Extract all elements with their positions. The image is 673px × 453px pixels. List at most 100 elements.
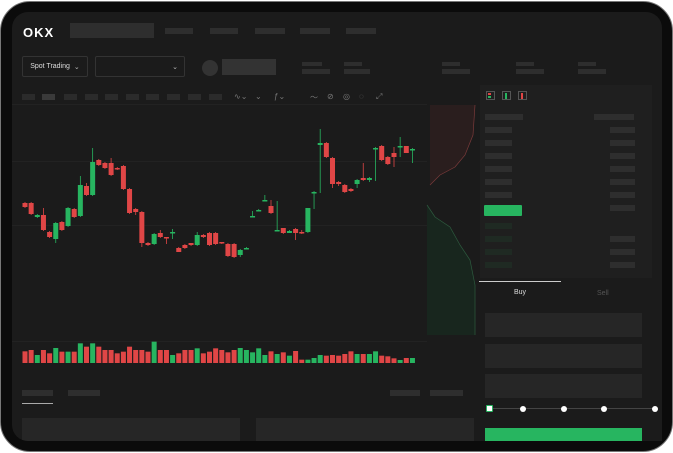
volume-bar	[317, 355, 323, 363]
candle-body	[280, 228, 286, 233]
chevron-down-icon: ⌄	[73, 63, 80, 71]
timeframe-button[interactable]	[22, 94, 35, 100]
volume-bar	[403, 358, 409, 363]
order-history-tab[interactable]	[68, 390, 100, 396]
volume-bar	[219, 350, 225, 363]
stat-label	[302, 62, 322, 66]
volume-bar	[114, 353, 120, 363]
candle-body	[348, 189, 354, 191]
last-price-highlight	[484, 205, 522, 216]
volume-bar	[274, 354, 280, 363]
volume-bar	[77, 343, 83, 363]
volume-bar	[102, 350, 108, 363]
orderbook-header	[594, 114, 634, 120]
timeframe-button[interactable]	[146, 94, 159, 100]
timeframe-button[interactable]	[85, 94, 98, 100]
volume-bar	[397, 360, 403, 363]
candle-body	[231, 244, 237, 257]
ask-size	[610, 166, 635, 172]
fx-icon[interactable]: ƒ⌄	[274, 92, 286, 101]
candle-body	[28, 203, 34, 214]
stat-value	[302, 69, 330, 74]
volume-bar	[330, 355, 335, 363]
price-input[interactable]	[485, 313, 642, 337]
timeframe-button[interactable]	[105, 94, 118, 100]
volume-bar	[151, 341, 157, 363]
market-type-dropdown[interactable]: Spot Trading ⌄	[22, 56, 88, 77]
amount-input[interactable]	[485, 344, 642, 368]
slider-handle[interactable]	[486, 405, 493, 412]
orderbook-sell-icon[interactable]	[518, 91, 527, 100]
timeframe-button[interactable]	[188, 94, 201, 100]
orderbook-both-icon[interactable]	[486, 91, 495, 100]
candle-body	[299, 232, 305, 234]
bid-price	[485, 262, 512, 268]
volume-bar	[305, 359, 311, 363]
total-input[interactable]	[485, 374, 642, 398]
sell-tab[interactable]: Sell	[597, 290, 609, 297]
nav-item[interactable]	[300, 28, 330, 34]
volume-bar	[163, 350, 169, 363]
stat-label	[344, 62, 362, 66]
pair-dropdown[interactable]: ⌄	[95, 56, 185, 77]
volume-bar	[299, 359, 305, 363]
amount-slider[interactable]	[490, 408, 656, 409]
timeframe-button[interactable]	[64, 94, 77, 100]
candle-body	[40, 215, 46, 230]
slider-step[interactable]	[520, 406, 526, 412]
slider-step[interactable]	[561, 406, 567, 412]
bottom-action[interactable]	[430, 390, 463, 396]
camera-icon[interactable]: ◌	[359, 92, 364, 101]
nav-item[interactable]	[255, 28, 285, 34]
header-search-placeholder[interactable]	[70, 23, 154, 38]
timeframe-button[interactable]	[42, 94, 55, 100]
volume-bar	[268, 351, 274, 363]
open-orders-tab[interactable]	[22, 390, 53, 396]
candle-body	[133, 209, 139, 212]
timeframe-button[interactable]	[126, 94, 139, 100]
stat-value	[442, 69, 470, 74]
candle-body	[34, 215, 40, 217]
indicator-icon[interactable]: ∿⌄	[234, 92, 248, 101]
chart-type-icon[interactable]: ⌄	[255, 92, 262, 101]
volume-bar	[53, 348, 59, 363]
pencil-icon[interactable]: ⊘	[327, 92, 334, 101]
candle-body	[127, 189, 133, 213]
candle-body	[403, 146, 409, 153]
slider-step[interactable]	[652, 406, 658, 412]
candle-body	[77, 185, 83, 216]
volume-bar	[373, 351, 379, 363]
okx-logo[interactable]: OKX	[23, 25, 55, 40]
bid-price	[485, 236, 512, 242]
volume-bar	[194, 348, 200, 363]
buy-button[interactable]	[485, 428, 642, 441]
settings-icon[interactable]: ◎	[343, 92, 350, 101]
candle-body	[182, 245, 188, 248]
candle-body	[213, 233, 219, 244]
bottom-action[interactable]	[390, 390, 420, 396]
orderbook-buy-icon[interactable]	[502, 91, 511, 100]
volume-bar	[200, 353, 206, 363]
fullscreen-icon[interactable]: ⤢	[376, 92, 383, 101]
volume-bar	[170, 355, 176, 363]
stat-value	[578, 69, 606, 74]
ask-price	[485, 127, 512, 133]
candle-body	[237, 250, 243, 255]
timeframe-button[interactable]	[209, 94, 222, 100]
nav-item[interactable]	[165, 28, 193, 34]
timeframe-button[interactable]	[167, 94, 180, 100]
candle-body	[151, 234, 157, 244]
candle-body	[96, 160, 102, 165]
volume-bar	[28, 350, 34, 363]
candlestick-chart[interactable]	[12, 104, 427, 374]
volume-bar	[108, 350, 114, 363]
candle-body	[305, 208, 311, 232]
line-tool-icon[interactable]: 〜	[310, 93, 318, 102]
candle-body	[102, 163, 108, 168]
volume-bar	[366, 354, 372, 363]
nav-item[interactable]	[346, 28, 376, 34]
candle-body	[354, 180, 360, 184]
buy-tab[interactable]: Buy	[514, 289, 527, 296]
nav-item[interactable]	[210, 28, 238, 34]
slider-step[interactable]	[601, 406, 607, 412]
